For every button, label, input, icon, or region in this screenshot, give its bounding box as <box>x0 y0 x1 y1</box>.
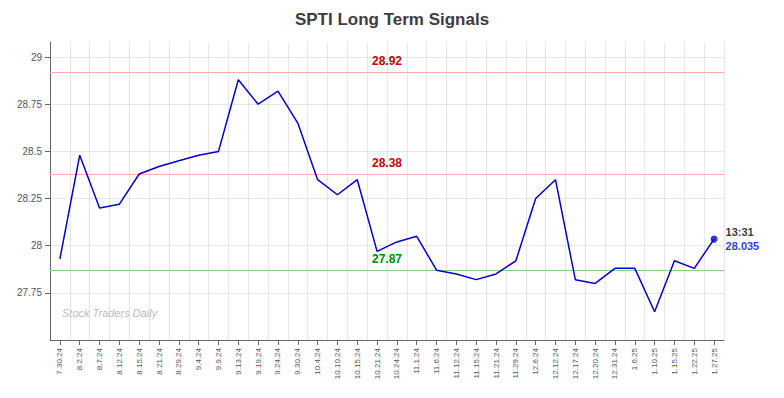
svg-text:8.29.24: 8.29.24 <box>174 347 183 374</box>
svg-text:11.15.24: 11.15.24 <box>472 347 481 378</box>
svg-text:29: 29 <box>31 52 43 63</box>
svg-text:1.15.25: 1.15.25 <box>670 347 679 374</box>
svg-text:7.30.24: 7.30.24 <box>55 347 64 374</box>
svg-text:28.38: 28.38 <box>372 156 402 170</box>
svg-text:28.035: 28.035 <box>726 240 760 252</box>
svg-text:27.87: 27.87 <box>372 252 402 266</box>
svg-text:28.92: 28.92 <box>372 54 402 68</box>
svg-text:9.13.24: 9.13.24 <box>234 347 243 374</box>
svg-text:10.15.24: 10.15.24 <box>353 347 362 379</box>
svg-text:10.4.24: 10.4.24 <box>313 347 322 374</box>
svg-text:9.19.24: 9.19.24 <box>254 347 263 374</box>
svg-text:10.24.24: 10.24.24 <box>392 347 401 379</box>
svg-text:28.5: 28.5 <box>23 146 43 157</box>
svg-text:10.10.24: 10.10.24 <box>333 347 342 379</box>
svg-text:13:31: 13:31 <box>726 226 754 238</box>
svg-text:28.25: 28.25 <box>17 193 42 204</box>
svg-text:1.22.25: 1.22.25 <box>690 347 699 374</box>
svg-text:10.21.24: 10.21.24 <box>373 347 382 379</box>
svg-text:8.15.24: 8.15.24 <box>135 347 144 374</box>
svg-text:12.6.24: 12.6.24 <box>531 347 540 374</box>
svg-text:27.75: 27.75 <box>17 287 42 298</box>
svg-text:12.20.24: 12.20.24 <box>591 347 600 379</box>
svg-text:8.21.24: 8.21.24 <box>155 347 164 374</box>
svg-text:11.29.24: 11.29.24 <box>511 347 520 378</box>
svg-text:8.7.24: 8.7.24 <box>95 347 104 370</box>
svg-text:9.30.24: 9.30.24 <box>293 347 302 374</box>
svg-text:1.10.25: 1.10.25 <box>650 347 659 374</box>
svg-text:28: 28 <box>31 240 43 251</box>
svg-text:12.31.24: 12.31.24 <box>610 347 619 379</box>
svg-text:1.6.25: 1.6.25 <box>630 347 639 370</box>
svg-text:8.2.24: 8.2.24 <box>75 347 84 370</box>
svg-text:11.1.24: 11.1.24 <box>412 347 421 374</box>
svg-text:11.6.24: 11.6.24 <box>432 347 441 374</box>
svg-text:9.24.24: 9.24.24 <box>273 347 282 374</box>
svg-text:9.4.24: 9.4.24 <box>194 347 203 370</box>
svg-text:SPTI Long Term Signals: SPTI Long Term Signals <box>295 10 489 29</box>
svg-text:1.27.25: 1.27.25 <box>710 347 719 374</box>
svg-text:11.12.24: 11.12.24 <box>452 347 461 378</box>
svg-text:8.12.24: 8.12.24 <box>115 347 124 374</box>
svg-text:11.21.24: 11.21.24 <box>492 347 501 378</box>
svg-text:12.17.24: 12.17.24 <box>571 347 580 379</box>
svg-text:9.9.24: 9.9.24 <box>214 347 223 370</box>
svg-text:12.12.24: 12.12.24 <box>551 347 560 379</box>
svg-text:28.75: 28.75 <box>17 99 42 110</box>
svg-text:Stock Traders Daily: Stock Traders Daily <box>62 307 159 319</box>
